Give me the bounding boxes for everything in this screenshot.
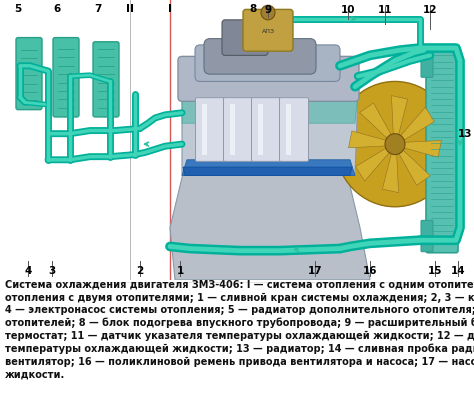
Bar xyxy=(230,104,235,154)
Circle shape xyxy=(335,81,455,207)
Bar xyxy=(286,104,291,154)
Polygon shape xyxy=(183,167,352,175)
Polygon shape xyxy=(400,141,441,157)
FancyBboxPatch shape xyxy=(252,98,281,161)
Bar xyxy=(258,104,263,154)
Text: 4: 4 xyxy=(24,266,32,276)
FancyBboxPatch shape xyxy=(222,20,268,55)
Polygon shape xyxy=(182,92,358,175)
Polygon shape xyxy=(348,131,391,148)
FancyBboxPatch shape xyxy=(93,42,119,117)
Circle shape xyxy=(261,5,275,20)
FancyBboxPatch shape xyxy=(178,56,359,101)
Polygon shape xyxy=(383,149,399,193)
Text: 9: 9 xyxy=(264,5,272,15)
Text: 5: 5 xyxy=(14,4,22,14)
Text: 13: 13 xyxy=(458,129,473,139)
Polygon shape xyxy=(182,160,355,175)
FancyBboxPatch shape xyxy=(421,220,433,252)
Text: 17: 17 xyxy=(308,266,322,276)
FancyBboxPatch shape xyxy=(243,10,293,51)
FancyBboxPatch shape xyxy=(421,46,433,77)
Text: 7: 7 xyxy=(94,4,102,14)
FancyBboxPatch shape xyxy=(53,38,79,117)
FancyBboxPatch shape xyxy=(195,98,225,161)
Text: 16: 16 xyxy=(363,266,377,276)
FancyBboxPatch shape xyxy=(426,45,458,253)
Text: 11: 11 xyxy=(378,5,392,15)
Polygon shape xyxy=(182,92,358,123)
Text: 14: 14 xyxy=(451,266,465,276)
Circle shape xyxy=(385,134,405,154)
Polygon shape xyxy=(170,144,370,280)
Text: II: II xyxy=(126,4,134,14)
Text: 3: 3 xyxy=(48,266,55,276)
Text: 6: 6 xyxy=(54,4,61,14)
Polygon shape xyxy=(396,146,430,185)
FancyBboxPatch shape xyxy=(280,98,309,161)
Polygon shape xyxy=(356,146,392,181)
Bar xyxy=(202,104,207,154)
Polygon shape xyxy=(397,107,434,143)
Text: 10: 10 xyxy=(341,5,355,15)
Text: 1: 1 xyxy=(176,266,183,276)
FancyBboxPatch shape xyxy=(16,38,42,110)
Text: 12: 12 xyxy=(423,5,437,15)
FancyBboxPatch shape xyxy=(195,45,340,81)
Text: I: I xyxy=(168,4,172,14)
FancyBboxPatch shape xyxy=(224,98,253,161)
Text: 8: 8 xyxy=(249,4,256,14)
Polygon shape xyxy=(360,103,393,142)
Text: Система охлаждения двигателя ЗМЗ-406: I — система отопления с одним отопителем; : Система охлаждения двигателя ЗМЗ-406: I … xyxy=(5,280,474,380)
Text: 2: 2 xyxy=(137,266,144,276)
Text: 15: 15 xyxy=(428,266,442,276)
FancyBboxPatch shape xyxy=(204,39,316,74)
Text: АПЗ: АПЗ xyxy=(262,29,274,34)
Polygon shape xyxy=(392,96,408,139)
